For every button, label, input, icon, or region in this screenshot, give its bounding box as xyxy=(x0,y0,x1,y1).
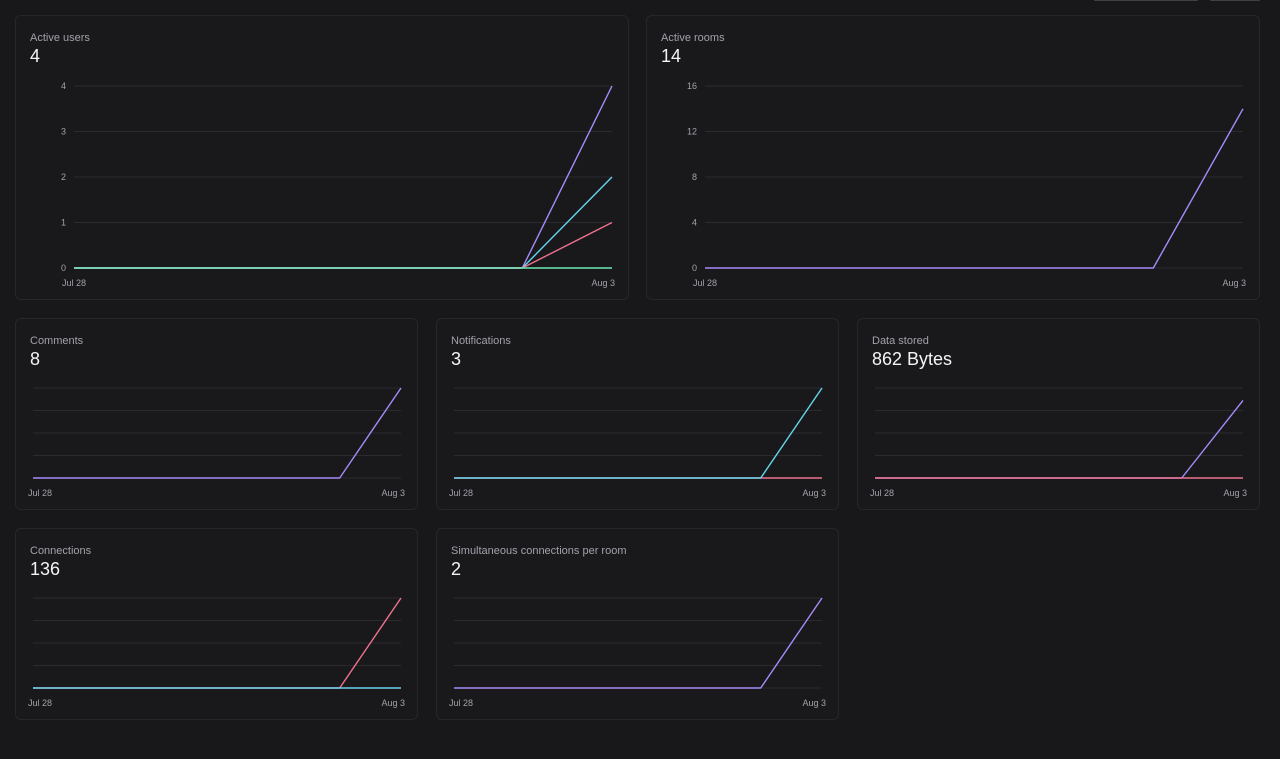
card-value: 862 Bytes xyxy=(872,349,953,369)
simultaneous-connections-card: Simultaneous connections per room 2 Jul … xyxy=(436,528,839,720)
data-stored-chart: Jul 28 Aug 3 xyxy=(870,387,1247,498)
series-line xyxy=(454,387,823,479)
connections-card: Connections 136 Jul 28 Aug 3 xyxy=(15,528,418,720)
x-tick-label: Jul 28 xyxy=(28,488,52,498)
comments-chart: Jul 28 Aug 3 xyxy=(28,387,405,498)
x-tick-label: Jul 28 xyxy=(693,278,717,288)
active-users-card: Active users 4 0 1 2 3 4 Jul 28 Aug 3 xyxy=(15,15,629,300)
card-title: Active rooms xyxy=(661,32,725,44)
y-tick-label: 0 xyxy=(692,263,697,273)
card-title: Notifications xyxy=(451,335,511,347)
data-stored-card: Data stored 862 Bytes Jul 28 Aug 3 xyxy=(857,318,1260,510)
series-line xyxy=(33,387,402,479)
x-tick-label: Jul 28 xyxy=(449,698,473,708)
card-value: 4 xyxy=(30,46,41,66)
x-tick-label: Aug 3 xyxy=(381,698,405,708)
x-tick-label: Aug 3 xyxy=(381,488,405,498)
card-title: Connections xyxy=(30,545,92,557)
x-tick-label: Jul 28 xyxy=(449,488,473,498)
notifications-card: Notifications 3 Jul 28 Aug 3 xyxy=(436,318,839,510)
y-tick-label: 2 xyxy=(61,172,66,182)
comments-card: Comments 8 Jul 28 Aug 3 xyxy=(15,318,418,510)
connections-chart: Jul 28 Aug 3 xyxy=(28,597,405,708)
x-tick-label: Jul 28 xyxy=(28,698,52,708)
y-tick-label: 16 xyxy=(687,81,697,91)
active-rooms-card: Active rooms 14 0 4 8 12 16 Jul 28 Aug 3 xyxy=(646,15,1260,300)
x-tick-label: Jul 28 xyxy=(62,278,86,288)
y-tick-label: 3 xyxy=(61,127,66,137)
x-tick-label: Aug 3 xyxy=(802,488,826,498)
card-value: 14 xyxy=(661,46,682,66)
card-value: 3 xyxy=(451,349,462,369)
simultaneous-connections-chart: Jul 28 Aug 3 xyxy=(449,597,826,708)
x-tick-label: Aug 3 xyxy=(802,698,826,708)
card-value: 8 xyxy=(30,349,41,369)
y-tick-label: 4 xyxy=(692,218,697,228)
series-line xyxy=(875,399,1244,479)
y-tick-label: 4 xyxy=(61,81,66,91)
series-line xyxy=(454,597,823,689)
card-value: 2 xyxy=(451,559,462,579)
x-tick-label: Aug 3 xyxy=(1223,488,1247,498)
toolbar-button-1[interactable] xyxy=(1094,0,1198,1)
x-tick-label: Aug 3 xyxy=(1222,278,1246,288)
y-tick-label: 1 xyxy=(61,218,66,228)
card-title: Active users xyxy=(30,32,90,44)
notifications-chart: Jul 28 Aug 3 xyxy=(449,387,826,498)
active-users-chart: 0 1 2 3 4 Jul 28 Aug 3 xyxy=(61,81,615,288)
x-tick-label: Jul 28 xyxy=(870,488,894,498)
series-line xyxy=(74,221,613,269)
y-tick-label: 0 xyxy=(61,263,66,273)
active-rooms-chart: 0 4 8 12 16 Jul 28 Aug 3 xyxy=(687,81,1246,288)
toolbar-button-2[interactable] xyxy=(1210,0,1260,1)
card-title: Comments xyxy=(30,335,84,347)
series-line xyxy=(705,108,1244,269)
y-tick-label: 8 xyxy=(692,172,697,182)
card-title: Simultaneous connections per room xyxy=(451,545,627,557)
card-title: Data stored xyxy=(872,335,929,347)
card-value: 136 xyxy=(30,559,61,579)
x-tick-label: Aug 3 xyxy=(591,278,615,288)
y-tick-label: 12 xyxy=(687,127,697,137)
